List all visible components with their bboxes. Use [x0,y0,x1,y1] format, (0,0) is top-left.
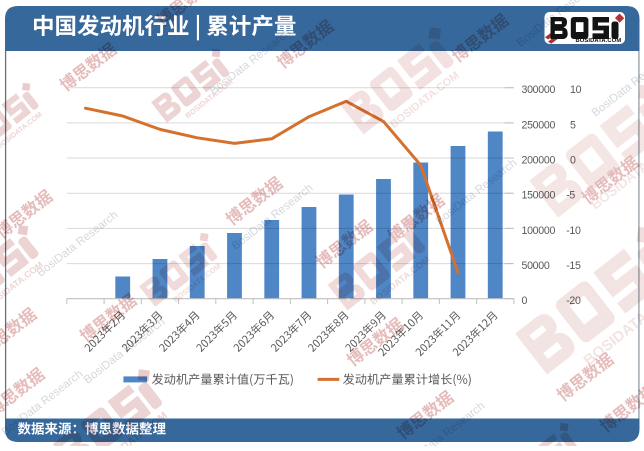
svg-text:5: 5 [570,119,576,131]
svg-text:-10: -10 [566,225,581,237]
svg-text:100000: 100000 [522,225,556,237]
svg-text:50000: 50000 [522,260,550,272]
svg-text:300000: 300000 [522,84,556,96]
svg-text:BOSIDATA.COM: BOSIDATA.COM [576,38,622,44]
svg-text:200000: 200000 [522,154,556,166]
svg-text:-15: -15 [566,260,581,272]
svg-text:250000: 250000 [522,119,556,131]
svg-text:0: 0 [522,295,528,307]
svg-text:10: 10 [570,84,582,96]
